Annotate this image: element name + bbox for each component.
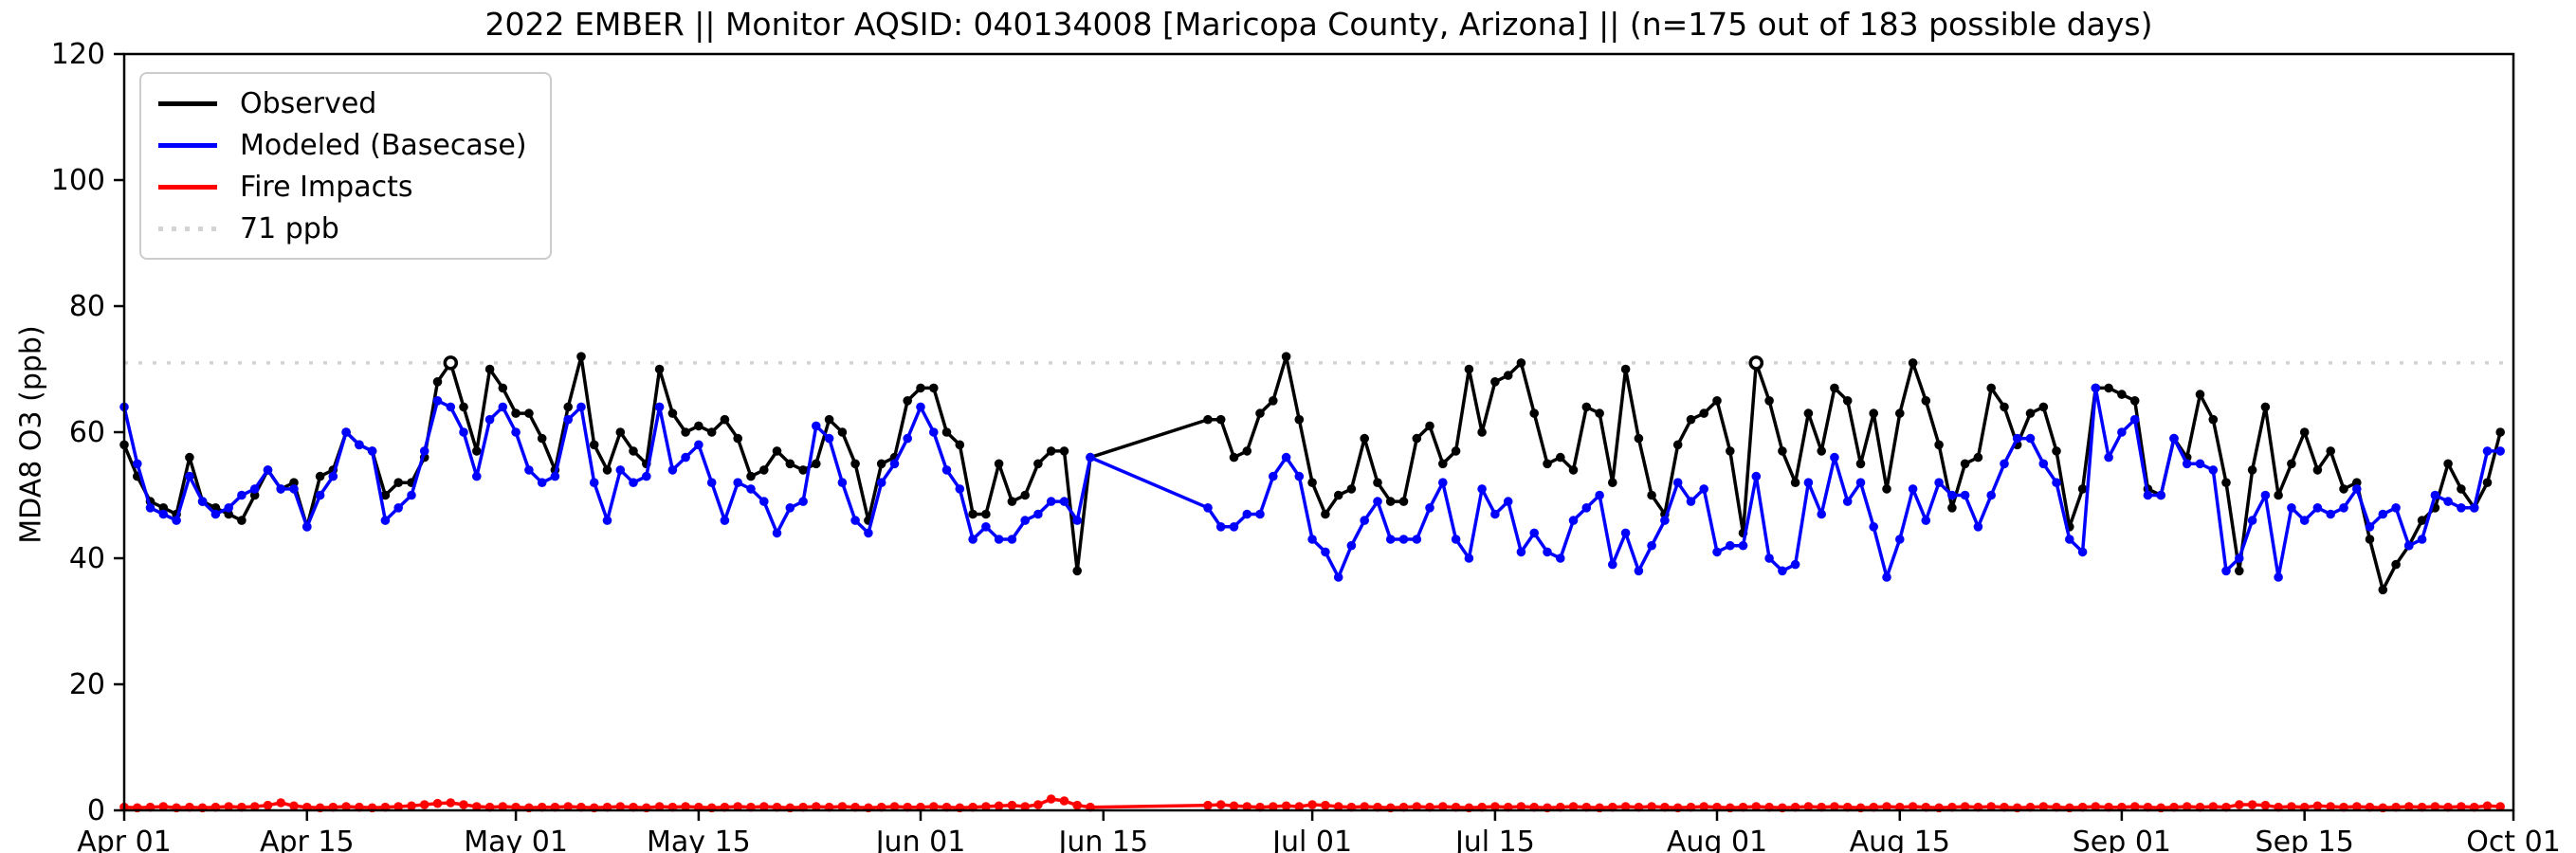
svg-text:100: 100 xyxy=(51,164,105,197)
legend-label-observed: Observed xyxy=(240,86,377,120)
svg-text:40: 40 xyxy=(69,542,105,575)
svg-text:May 15: May 15 xyxy=(647,826,751,853)
svg-text:Jun 01: Jun 01 xyxy=(874,826,966,853)
legend-item-modeled: Modeled (Basecase) xyxy=(158,127,527,163)
legend-label-modeled: Modeled (Basecase) xyxy=(240,128,527,162)
legend-label-threshold: 71 ppb xyxy=(240,211,339,245)
open-exceedance-marker xyxy=(443,355,459,371)
svg-text:80: 80 xyxy=(69,290,105,323)
legend-item-observed: Observed xyxy=(158,85,527,121)
svg-text:20: 20 xyxy=(69,668,105,701)
legend-item-fire-impacts: Fire Impacts xyxy=(158,169,527,205)
svg-text:0: 0 xyxy=(87,794,105,827)
y-axis-label: MDA8 O3 (ppb) xyxy=(14,325,48,544)
y-axis-ticks: 0 20 40 60 80 100 120 xyxy=(51,38,124,827)
series-modeled-basecase xyxy=(119,383,2505,582)
chart-title: 2022 EMBER || Monitor AQSID: 040134008 [… xyxy=(484,6,2153,43)
legend: Observed Modeled (Basecase) Fire Impacts… xyxy=(139,72,552,260)
svg-text:Jul 01: Jul 01 xyxy=(1270,826,1352,853)
svg-text:Sep 15: Sep 15 xyxy=(2256,826,2354,853)
x-axis-ticks: Apr 01 Apr 15 May 01 May 15 Jun 01 Jun 15 Jul … xyxy=(77,810,2561,853)
svg-text:60: 60 xyxy=(69,416,105,449)
svg-text:May 01: May 01 xyxy=(464,826,568,853)
svg-text:Apr 01: Apr 01 xyxy=(77,826,172,853)
svg-text:Aug 01: Aug 01 xyxy=(1667,826,1767,853)
svg-text:Aug 15: Aug 15 xyxy=(1850,826,1950,853)
legend-label-fire-impacts: Fire Impacts xyxy=(240,170,413,204)
svg-text:Jun 15: Jun 15 xyxy=(1056,826,1148,853)
svg-text:Sep 01: Sep 01 xyxy=(2073,826,2171,853)
open-exceedance-marker xyxy=(1748,355,1764,371)
legend-item-threshold: 71 ppb xyxy=(158,210,527,246)
legend-sample-fire-impacts xyxy=(158,184,217,190)
svg-text:Jul 15: Jul 15 xyxy=(1453,826,1535,853)
svg-text:Oct 01: Oct 01 xyxy=(2466,826,2561,853)
legend-sample-observed xyxy=(158,100,217,106)
svg-text:120: 120 xyxy=(51,38,105,71)
svg-text:Apr 15: Apr 15 xyxy=(260,826,355,853)
legend-sample-modeled xyxy=(158,142,217,148)
legend-sample-threshold xyxy=(158,226,217,231)
